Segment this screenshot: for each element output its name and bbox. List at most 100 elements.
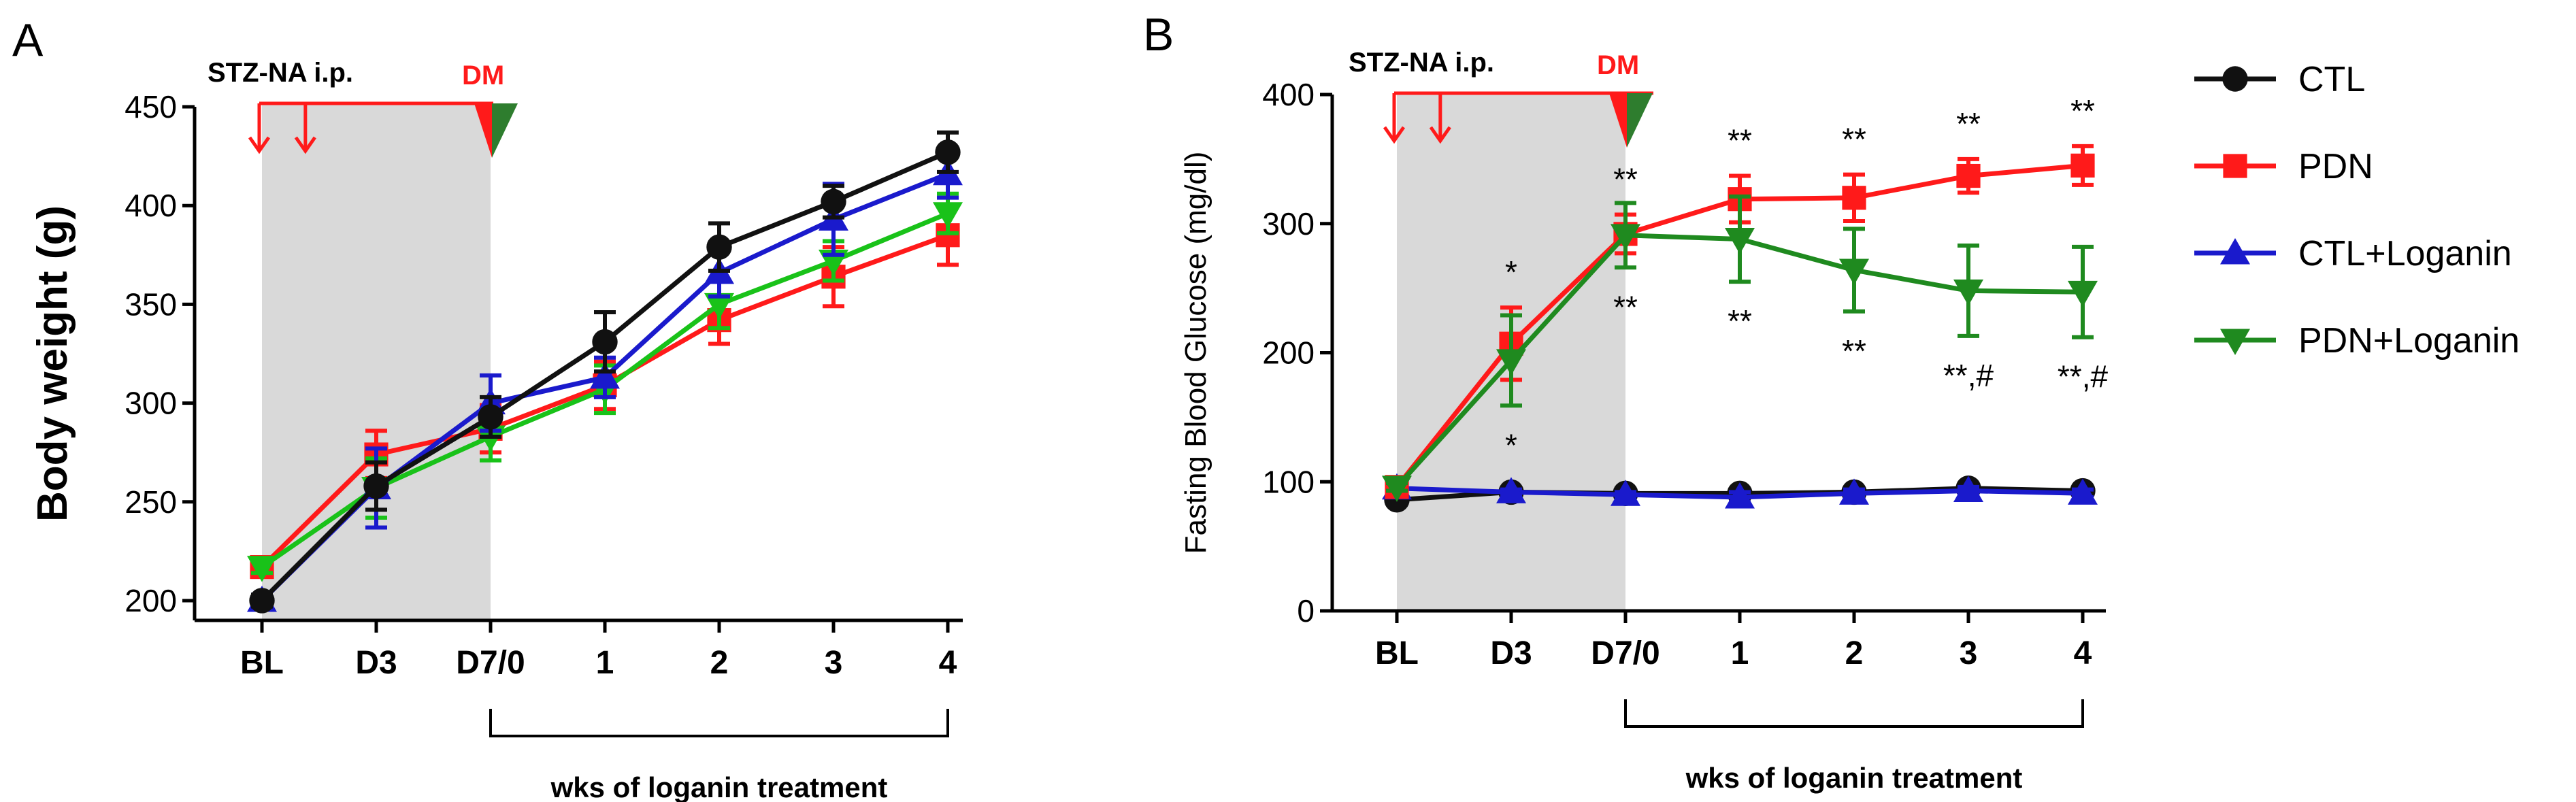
y-tick-label: 350 <box>125 286 177 322</box>
legend-label: PDN <box>2298 147 2373 186</box>
treatment-bracket <box>1624 699 2084 728</box>
data-point <box>1382 475 1412 502</box>
x-tick-label: 1 <box>596 645 614 681</box>
data-point <box>1839 258 1869 286</box>
legend-marker <box>2223 154 2247 178</box>
legend-entry-pdn: PDN <box>2194 147 2373 186</box>
y-tick-label: 100 <box>1262 464 1315 499</box>
data-point <box>1953 279 1983 306</box>
legend-label: PDN+Loganin <box>2298 321 2520 361</box>
y-tick-label: 200 <box>125 583 177 618</box>
panel-a-letter: A <box>12 14 44 66</box>
panel-b-letter: B <box>1143 9 1174 61</box>
significance-mark: ** <box>1613 289 1638 324</box>
dm-triangle-green <box>492 103 518 158</box>
data-point <box>933 202 963 229</box>
data-point <box>1496 477 1526 503</box>
x-tick-label: 2 <box>1845 635 1864 671</box>
significance-mark: ** <box>2070 93 2095 129</box>
data-point <box>2068 478 2098 505</box>
x-tick-label: 1 <box>1731 635 1749 671</box>
legend-entry-ctl-loganin: CTL+Loganin <box>2194 234 2512 273</box>
significance-mark: ** <box>1842 333 1866 369</box>
data-point <box>1956 163 1981 188</box>
significance-mark: ** <box>1728 303 1752 339</box>
x-tick-label: 4 <box>2074 635 2092 671</box>
x-tick-label: BL <box>240 645 284 681</box>
data-point <box>247 556 277 582</box>
significance-mark: ** <box>1842 122 1866 157</box>
legend: CTL PDN CTL+Loganin PDN+Loganin <box>2194 60 2520 361</box>
significance-mark: * <box>1505 254 1517 290</box>
panel-b-fasting-glucose: B STZ-NA i.p. DM 0 100 200 300 400 BL D3 D7/0 1 2 3 4 F… <box>1143 9 2108 794</box>
panel-a-body-weight: A STZ-NA i.p. DM 200 250 300 350 400 450 BL D3 D7/0… <box>12 14 963 802</box>
y-tick-label: 400 <box>125 188 177 223</box>
data-point <box>2068 280 2098 307</box>
significance-mark: **,# <box>1943 358 1994 393</box>
dm-label: DM <box>462 61 504 90</box>
protocol-label: STZ-NA i.p. <box>1349 48 1494 78</box>
dm-label: DM <box>1597 50 1639 80</box>
legend-entry-pdn-loganin: PDN+Loganin <box>2194 321 2520 361</box>
data-point <box>590 362 620 389</box>
x-tick-label: D3 <box>355 645 397 681</box>
legend-marker <box>2220 238 2250 265</box>
significance-mark: * <box>1505 427 1517 463</box>
data-point <box>2070 153 2095 178</box>
data-point <box>1842 186 1866 210</box>
legend-marker <box>2222 66 2248 92</box>
y-tick-label: 450 <box>125 89 177 124</box>
dm-triangle-red <box>474 103 492 158</box>
y-tick-label: 250 <box>125 484 177 520</box>
data-point <box>935 139 961 165</box>
x-tick-label: D7/0 <box>456 645 525 681</box>
dm-triangle-green <box>1627 93 1653 148</box>
dm-triangle-red <box>1609 93 1627 148</box>
data-point <box>1953 475 1983 503</box>
x-tick-label: 4 <box>939 645 957 681</box>
y-axis-label: Fasting Blood Glucose (mg/dl) <box>1179 152 1212 554</box>
data-point <box>478 404 503 430</box>
y-tick-label: 300 <box>1262 206 1315 241</box>
data-point <box>1496 349 1526 375</box>
significance-mark: ** <box>1956 106 1981 141</box>
x-tick-label: D7/0 <box>1591 635 1659 671</box>
data-point <box>1839 478 1869 505</box>
data-point <box>1611 480 1640 506</box>
data-point <box>363 473 389 499</box>
data-point <box>1725 228 1755 254</box>
significance-mark: ** <box>1728 123 1752 158</box>
x-tick-label: 3 <box>825 645 843 681</box>
data-point <box>1725 482 1755 509</box>
legend-entry-ctl: CTL <box>2194 60 2365 99</box>
data-point <box>1611 224 1640 250</box>
significance-mark: ** <box>1613 161 1638 197</box>
data-point <box>592 329 618 355</box>
x-tick-label: BL <box>1375 635 1419 671</box>
legend-label: CTL+Loganin <box>2298 234 2512 273</box>
data-point <box>249 588 275 614</box>
data-point <box>706 234 732 260</box>
y-tick-label: 200 <box>1262 335 1315 371</box>
significance-mark: **,# <box>2058 359 2109 395</box>
y-tick-label: 400 <box>1262 77 1315 112</box>
x-tick-label: D3 <box>1490 635 1532 671</box>
legend-marker <box>2220 329 2250 355</box>
x-tick-label: 3 <box>1960 635 1978 671</box>
injection-arrow-head <box>1429 126 1451 144</box>
induction-shade <box>262 103 491 620</box>
x-tick-label: 2 <box>710 645 729 681</box>
protocol-label: STZ-NA i.p. <box>208 58 353 88</box>
y-tick-label: 0 <box>1297 593 1315 629</box>
injection-arrow-head <box>248 136 271 154</box>
x-axis-label: wks of loganin treatment <box>1685 762 2023 794</box>
y-tick-label: 300 <box>125 386 177 421</box>
injection-arrow-head <box>1383 126 1406 144</box>
y-axis-label: Body weight (g) <box>29 205 76 522</box>
x-axis-label: wks of loganin treatment <box>550 771 888 802</box>
injection-arrow-head <box>294 136 316 154</box>
series-pdn-loganin <box>1382 194 2098 502</box>
series-ctl <box>249 130 961 614</box>
data-point <box>821 188 846 215</box>
